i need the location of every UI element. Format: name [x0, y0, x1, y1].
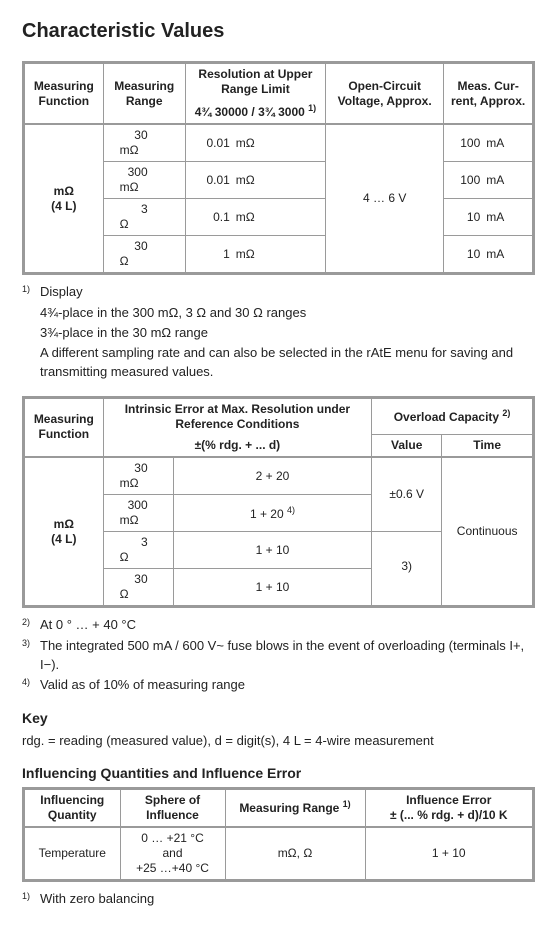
cell-ocv: 4 … 6 V — [326, 124, 444, 272]
th-sphere: Sphere of Influence — [120, 790, 225, 827]
th-ocv: Open-Circuit Voltage, Approx. — [326, 64, 444, 124]
th-error-top: Intrinsic Error at Max. Resolution under… — [103, 399, 372, 435]
th-time: Time — [442, 435, 532, 458]
cell-overload-value2: 3) — [372, 532, 442, 606]
table-row: mΩ (4 L) 30mΩ 0.01mΩ 4 … 6 V 100mA — [25, 124, 532, 162]
footnote-1: 1)Display 4¾-place in the 300 mΩ, 3 Ω an… — [22, 283, 535, 382]
cell-function: mΩ (4 L) — [25, 457, 103, 605]
table-row: mΩ (4 L) 30mΩ 2 + 20 ±0.6 V Continuous — [25, 457, 532, 495]
th-overload: Overload Capacity 2) — [372, 399, 532, 435]
th-quantity: Influencing Quantity — [25, 790, 120, 827]
influence-title: Influencing Quantities and Influence Err… — [22, 765, 535, 781]
th-current: Meas. Cur­rent, Approx. — [444, 64, 532, 124]
th-inferror: Influence Error ± (... % rdg. + d)/10 K — [365, 790, 532, 827]
th-resolution-top: Resolution at Upper Range Limit — [185, 64, 325, 100]
cell-function: mΩ (4 L) — [25, 124, 103, 272]
th-function: Measuring Function — [25, 64, 103, 124]
table-row: Temperature 0 … +21 °C and +25 …+40 °C m… — [25, 827, 532, 879]
cell-overload-value1: ±0.6 V — [372, 457, 442, 532]
cell-overload-time: Continuous — [442, 457, 532, 605]
th-error-sub: ±(% rdg. + ... d) — [103, 435, 372, 458]
footnote-3: 1)With zero balancing — [22, 890, 535, 910]
table-intrinsic-error: Measuring Function Intrinsic Error at Ma… — [22, 396, 535, 609]
footnote-2: 2)At 0 ° … + 40 °C 3)The integrated 500 … — [22, 616, 535, 696]
th-value: Value — [372, 435, 442, 458]
th-resolution-sub: 4¾ 30000 / 3¾ 3000 1) — [185, 100, 325, 124]
key-text: rdg. = reading (measured value), d = dig… — [22, 732, 535, 751]
th-range: Measuring Range — [103, 64, 185, 124]
table-influence: Influencing Quantity Sphere of Influence… — [22, 787, 535, 882]
key-title: Key — [22, 710, 535, 726]
page-title: Characteristic Values — [22, 20, 535, 43]
th-mrange: Measuring Range 1) — [225, 790, 365, 827]
th-function: Measuring Function — [25, 399, 103, 458]
table-characteristic-values: Measuring Function Measuring Range Resol… — [22, 61, 535, 275]
